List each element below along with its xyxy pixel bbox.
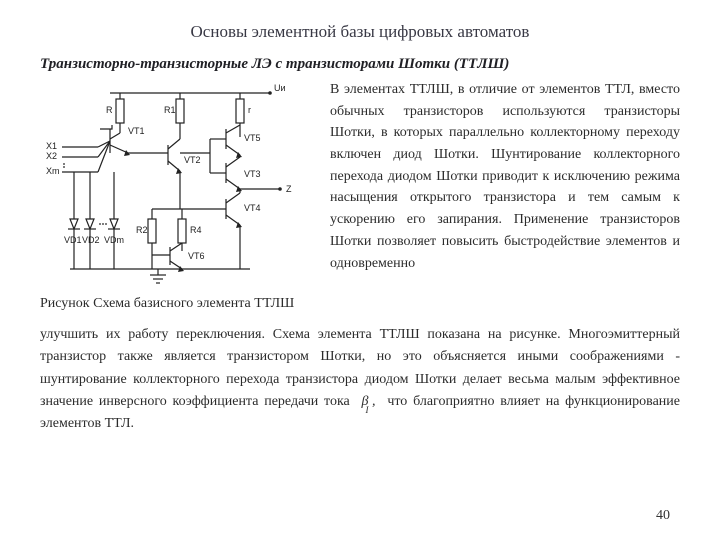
label-vd2: VD2 <box>82 235 100 245</box>
label-vt6: VT6 <box>188 251 205 261</box>
figure-column: Uи R R1 r <box>40 79 318 314</box>
section-subheading: Транзисторно-транзисторные ЛЭ с транзист… <box>40 56 680 73</box>
figure-caption: Рисунок Схема базисного элемента ТТЛШ <box>40 295 318 314</box>
label-R: R <box>106 105 113 115</box>
label-vt1: VT1 <box>128 126 145 136</box>
label-vt5: VT5 <box>244 133 261 143</box>
label-r: r <box>248 105 251 115</box>
label-vdm: VDm <box>104 235 124 245</box>
label-R1: R1 <box>164 105 176 115</box>
label-R4: R4 <box>190 225 202 235</box>
label-vt3: VT3 <box>244 169 261 179</box>
page-title: Основы элементной базы цифровых автомато… <box>40 22 680 42</box>
label-R2: R2 <box>136 225 148 235</box>
label-z: Z <box>286 184 292 194</box>
label-vt4: VT4 <box>244 203 261 213</box>
label-x1: X1 <box>46 141 57 151</box>
content-row: Uи R R1 r <box>40 79 680 314</box>
beta-subscript: I <box>366 403 369 417</box>
paragraph-side: В элементах ТТЛШ, в отличие от элементов… <box>330 79 680 274</box>
label-supply: Uи <box>274 83 286 93</box>
label-xm: Xm <box>46 166 60 176</box>
paragraph-body: улучшить их работу переключения. Схема э… <box>40 324 680 436</box>
label-x2: X2 <box>46 151 57 161</box>
label-vt2: VT2 <box>184 155 201 165</box>
page-number: 40 <box>656 508 670 524</box>
label-vd1: VD1 <box>64 235 82 245</box>
schematic-diagram: Uи R R1 r <box>40 79 318 289</box>
